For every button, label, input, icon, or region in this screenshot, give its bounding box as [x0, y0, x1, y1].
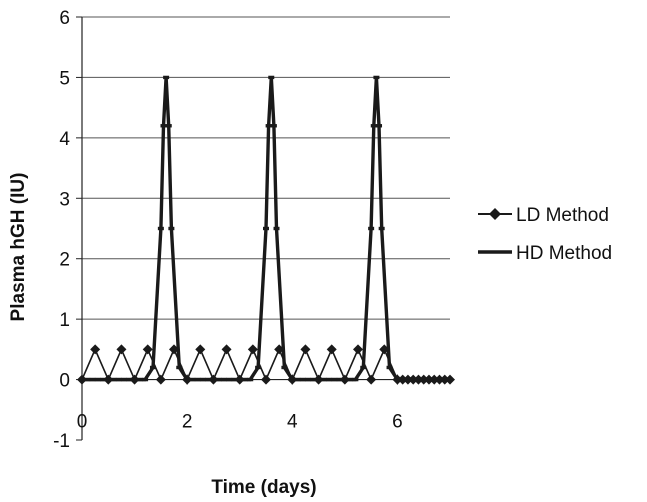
y-tick-label-6: 6: [59, 8, 70, 29]
y-tick-label-0: 0: [59, 371, 70, 392]
legend-hd-label: HD Method: [516, 243, 612, 264]
y-tick-label-5: 5: [59, 68, 70, 89]
ld-point-21: [353, 344, 363, 355]
ld-point-3: [116, 344, 127, 355]
ld-point-6: [155, 374, 166, 385]
series-markers: [77, 75, 455, 385]
ld-point-13: [247, 344, 258, 355]
ld-point-22: [366, 374, 377, 385]
ld-point-5: [142, 344, 153, 355]
y-tick-label-1: 1: [59, 310, 70, 331]
x-tick-label-0: 0: [77, 412, 88, 433]
legend-ld-label: LD Method: [516, 205, 609, 226]
ld-point-7: [169, 344, 179, 355]
tick-labels: -1 0 1 2 3 4 5 6 0 2 4 6: [53, 8, 403, 452]
legend: LD Method HD Method: [478, 205, 612, 264]
ld-point-15: [274, 344, 285, 355]
y-tick-label-4: 4: [59, 129, 70, 150]
legend-entry-hd: HD Method: [478, 243, 612, 264]
y-tick-label-2: 2: [59, 250, 70, 271]
x-axis-title: Time (days): [211, 477, 316, 498]
x-tick-label-2: 2: [182, 412, 193, 433]
ld-point-23: [379, 344, 390, 355]
ld-point-9: [195, 344, 206, 355]
x-tick-label-4: 4: [287, 412, 298, 433]
y-axis-title: Plasma hGH (IU): [8, 173, 29, 322]
ld-point-19: [326, 344, 337, 355]
ld-point-14: [261, 374, 271, 385]
x-tick-label-6: 6: [392, 412, 403, 433]
legend-entry-ld: LD Method: [478, 205, 609, 226]
ld-point-17: [300, 344, 311, 355]
legend-ld-diamond-icon: [489, 208, 501, 220]
ld-point-11: [221, 344, 232, 355]
ld-point-1: [90, 344, 101, 355]
y-tick-label-3: 3: [59, 189, 70, 210]
y-tick-label--1: -1: [53, 431, 70, 452]
